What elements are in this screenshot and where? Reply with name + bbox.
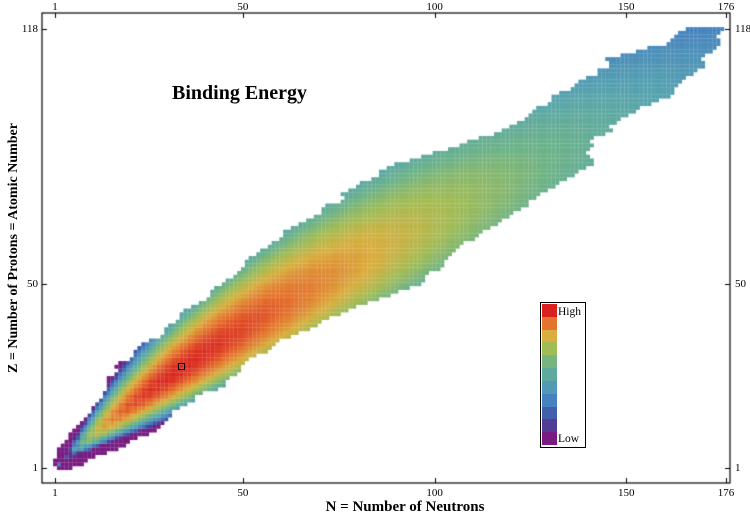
legend-color-swatch xyxy=(542,380,557,394)
x-tick-label-top: 1 xyxy=(52,1,58,13)
legend-color-swatch xyxy=(542,304,557,317)
chart-title: Binding Energy xyxy=(172,82,308,104)
legend-colorbar xyxy=(542,304,557,445)
x-tick-label-top: 50 xyxy=(237,1,249,13)
legend-color-swatch xyxy=(542,342,557,356)
legend-color-swatch xyxy=(542,393,557,407)
y-tick-label-right: 50 xyxy=(735,278,746,291)
legend-color-swatch xyxy=(542,316,557,330)
legend-color-swatch xyxy=(542,432,557,445)
legend-color-swatch xyxy=(542,368,557,381)
x-tick-label-top: 100 xyxy=(426,1,443,13)
legend-color-swatch xyxy=(542,355,557,369)
x-tick-label-bottom: 50 xyxy=(237,487,249,499)
x-axis-label: N = Number of Neutrons xyxy=(325,499,485,515)
y-axis-label: Z = Number of Protons = Atomic Number xyxy=(6,123,21,373)
y-tick-label-left: 1 xyxy=(32,462,39,474)
x-tick-label-bottom: 176 xyxy=(717,487,735,499)
highlighted-nuclide-marker xyxy=(177,362,185,371)
legend-low-label: Low xyxy=(558,433,580,445)
y-tick-label-right: 118 xyxy=(735,23,750,35)
x-tick-label-top: 150 xyxy=(618,1,635,13)
legend-high-label: High xyxy=(558,306,581,318)
legend-color-swatch xyxy=(542,406,557,420)
legend: High Low xyxy=(540,302,586,448)
x-tick-label-bottom: 100 xyxy=(426,487,443,499)
x-tick-label-bottom: 150 xyxy=(618,487,635,499)
x-tick-label-top: 176 xyxy=(717,1,735,13)
y-tick-label-left: 50 xyxy=(27,278,38,291)
legend-color-swatch xyxy=(542,419,557,433)
y-tick-label-right: 1 xyxy=(735,462,741,474)
legend-color-swatch xyxy=(542,329,557,343)
y-tick-label-left: 118 xyxy=(21,23,38,35)
x-tick-label-bottom: 1 xyxy=(52,487,58,499)
